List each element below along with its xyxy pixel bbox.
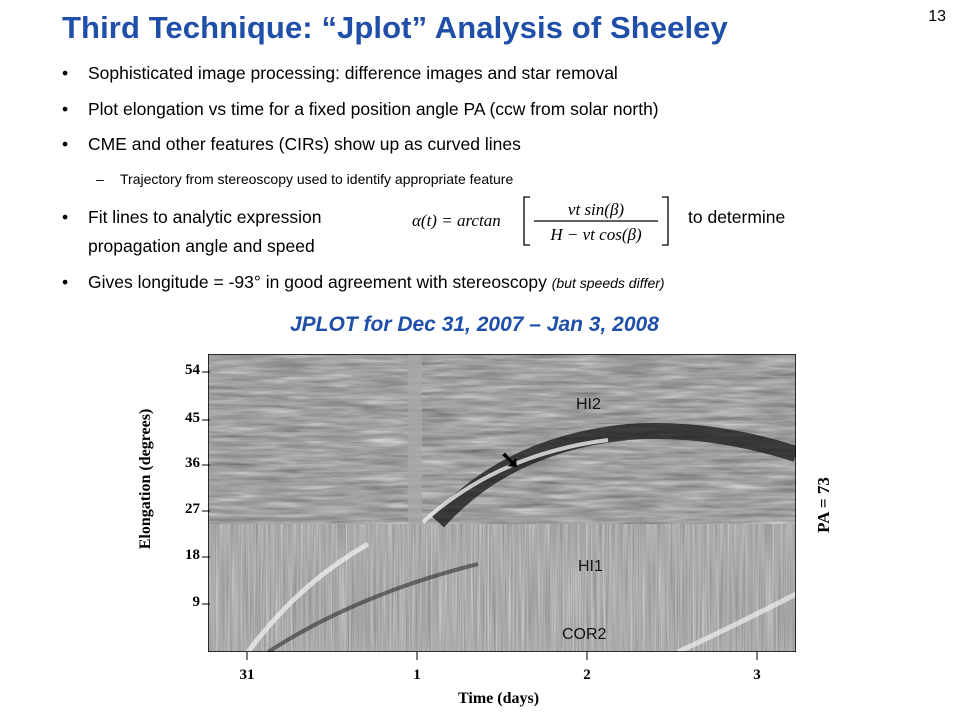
- hi1-track-3: [676, 591, 796, 652]
- data-gap-band: [408, 354, 422, 524]
- plot-title: JPLOT for Dec 31, 2007 – Jan 3, 2008: [290, 313, 659, 336]
- ytick-label: 54: [185, 362, 200, 378]
- cme-bright-front: [421, 438, 609, 524]
- y-axis-label: Elongation (degrees): [137, 408, 154, 550]
- bullet-text: Gives longitude = -93° in good agreement…: [88, 271, 665, 294]
- xtick-label: 31: [239, 667, 255, 683]
- bullet-5-note: (but speeds differ): [551, 275, 665, 291]
- formula-graphic: α(t) = arctan vt sin(β) H − vt cos(β): [412, 196, 669, 246]
- slide-number: 13: [928, 8, 946, 25]
- sub-bullet-dash: –: [96, 171, 104, 187]
- formula-denominator: H − vt cos(β): [549, 225, 642, 244]
- formula-bracket-left: [523, 196, 530, 246]
- sub-bullet-text: Trajectory from stereoscopy used to iden…: [120, 171, 514, 187]
- formula: α(t) = arctan vt sin(β) H − vt cos(β): [412, 193, 674, 249]
- bullet-text: CME and other features (CIRs) show up as…: [88, 134, 521, 154]
- bullet-4-tail: to determine: [688, 207, 786, 227]
- xtick-label: 3: [753, 667, 761, 683]
- bullet-dot: •: [62, 63, 69, 83]
- ytick-label: 36: [185, 455, 200, 471]
- hi1-track-1: [245, 541, 370, 652]
- bullet-text: Fit lines to analytic expression: [88, 207, 322, 227]
- cor2-label: COR2: [562, 626, 607, 643]
- formula-numerator: vt sin(β): [568, 200, 624, 219]
- cme-dark-front: [432, 422, 796, 528]
- ytick-label: 45: [185, 410, 200, 426]
- bullet-text: Sophisticated image processing: differen…: [88, 63, 618, 83]
- jmap-image: [208, 354, 796, 652]
- arrow-icon: ➘: [500, 447, 521, 474]
- x-axis-label: Time (days): [458, 690, 540, 707]
- ytick-label: 18: [185, 547, 200, 563]
- xtick-label: 2: [583, 667, 591, 683]
- formula-bracket-right: [662, 196, 669, 246]
- formula-lhs: α(t) = arctan: [412, 211, 501, 230]
- bullet-text: Plot elongation vs time for a fixed posi…: [88, 99, 659, 119]
- ytick-label: 9: [192, 594, 201, 610]
- bullet-5-main: Gives longitude = -93° in good agreement…: [88, 272, 547, 292]
- hi1-label: HI1: [578, 558, 603, 575]
- xtick-label: 1: [413, 667, 421, 683]
- bullet-dot: •: [62, 207, 69, 227]
- bullet-4-line2: propagation angle and speed: [88, 236, 315, 256]
- ytick-label: 27: [185, 501, 200, 517]
- hi2-label: HI2: [576, 396, 601, 413]
- slide-title: Third Technique: “Jplot” Analysis of She…: [62, 10, 728, 45]
- bullet-dot: •: [62, 134, 69, 154]
- position-angle-label: PA = 73: [814, 477, 833, 533]
- axis-ticks: [202, 371, 758, 660]
- hi1-track-2: [266, 562, 479, 652]
- bullet-dot: •: [62, 99, 69, 119]
- bullet-dot: •: [62, 272, 69, 292]
